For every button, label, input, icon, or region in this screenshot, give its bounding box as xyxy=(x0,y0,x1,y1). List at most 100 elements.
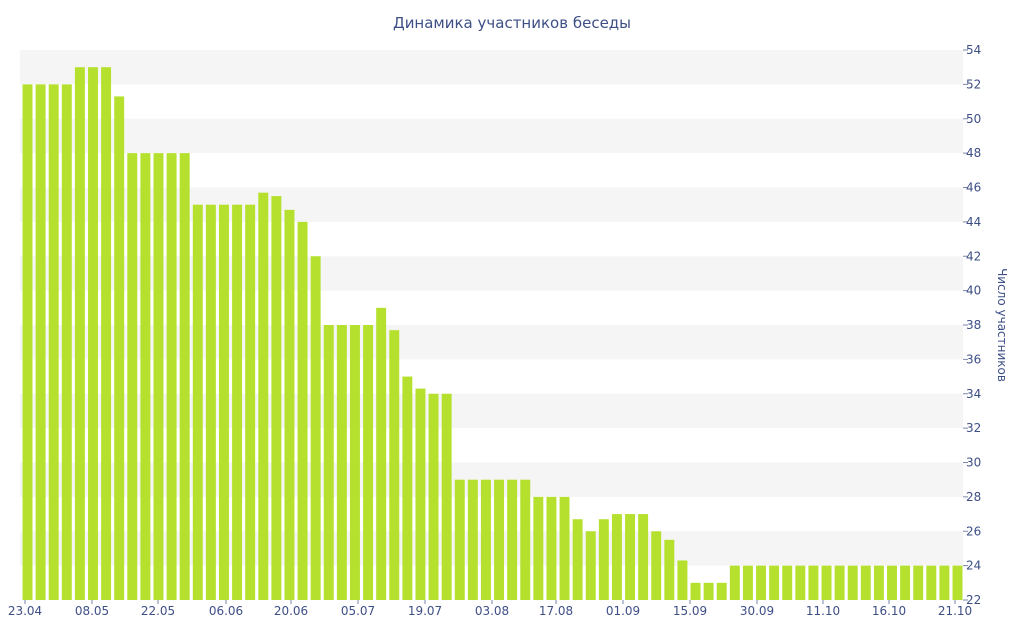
bar xyxy=(336,325,347,600)
x-tick-label: 17.08 xyxy=(539,604,573,618)
bar xyxy=(454,479,465,600)
y-tick-label: 32 xyxy=(966,421,981,435)
y-tick-label: 48 xyxy=(966,146,981,160)
bar xyxy=(520,479,531,600)
bar xyxy=(179,153,190,601)
bar xyxy=(769,565,780,601)
x-tick-label: 21.10 xyxy=(938,604,972,618)
bar xyxy=(638,514,649,600)
bar xyxy=(310,256,321,600)
bar xyxy=(900,565,911,601)
bar xyxy=(88,67,98,600)
bar xyxy=(402,376,413,600)
chart-title: Динамика участников беседы xyxy=(393,14,631,32)
bar xyxy=(114,96,125,600)
bar xyxy=(533,496,544,601)
bar xyxy=(507,479,518,600)
bar xyxy=(494,479,505,600)
x-tick-label: 06.06 xyxy=(209,604,243,618)
x-tick-label: 05.07 xyxy=(341,604,375,618)
y-axis-ticks: 22 24 26 28 30 32 34 36 38 40 42 44 46 48 50 52 54 xyxy=(963,43,981,607)
grid-band xyxy=(20,256,963,291)
bar xyxy=(598,519,609,600)
x-tick-label: 19.07 xyxy=(408,604,442,618)
bar xyxy=(756,565,766,601)
y-tick-label: 54 xyxy=(966,43,981,57)
y-tick-label: 40 xyxy=(966,284,981,298)
bar xyxy=(467,479,478,600)
bar xyxy=(782,565,793,601)
bar xyxy=(939,565,950,601)
bar xyxy=(205,204,216,600)
y-tick-label: 22 xyxy=(966,593,981,607)
x-tick-label: 01.09 xyxy=(606,604,640,618)
bar xyxy=(166,153,177,601)
bars xyxy=(22,67,963,601)
bar xyxy=(258,192,269,600)
bar xyxy=(323,325,334,600)
bar xyxy=(245,204,256,600)
bar xyxy=(363,325,374,600)
grid-band xyxy=(20,325,963,360)
bar xyxy=(140,153,151,601)
bar xyxy=(48,84,59,601)
y-tick-label: 38 xyxy=(966,318,981,332)
bar xyxy=(952,565,963,601)
y-tick-label: 36 xyxy=(966,352,981,366)
x-tick-label: 20.06 xyxy=(274,604,308,618)
grid-bands xyxy=(20,50,963,566)
bar xyxy=(821,565,832,601)
bar xyxy=(271,196,282,600)
bar xyxy=(742,565,753,601)
grid-band xyxy=(20,50,963,85)
y-tick-label: 24 xyxy=(966,559,981,573)
bar xyxy=(232,204,243,600)
grid-band xyxy=(20,531,963,566)
bar xyxy=(887,565,897,601)
bar xyxy=(297,221,308,601)
bar xyxy=(651,531,662,600)
x-tick-label: 08.05 xyxy=(75,604,109,618)
bar xyxy=(913,565,924,601)
bar xyxy=(625,514,636,600)
bar xyxy=(35,84,46,601)
x-tick-label: 15.09 xyxy=(673,604,707,618)
x-axis-ticks: 23.04 08.05 22.05 06.06 20.06 05.07 19.07 03.08… xyxy=(8,600,972,618)
bar xyxy=(153,153,164,601)
grid-band xyxy=(20,393,963,429)
bar xyxy=(703,582,714,600)
bar xyxy=(834,565,845,601)
bar xyxy=(441,393,452,600)
bar xyxy=(349,325,360,600)
y-tick-label: 50 xyxy=(966,112,981,126)
bar xyxy=(284,209,295,600)
bar xyxy=(428,393,439,600)
bar xyxy=(847,565,858,601)
x-tick-label: 23.04 xyxy=(8,604,42,618)
y-tick-label: 28 xyxy=(966,490,981,504)
y-axis-title: Число участников xyxy=(995,268,1009,382)
bar xyxy=(926,565,937,601)
bar xyxy=(585,531,596,600)
bar xyxy=(664,539,675,600)
bar xyxy=(376,307,387,600)
bar xyxy=(22,84,33,601)
bar xyxy=(716,582,727,600)
bar xyxy=(61,84,72,601)
bar xyxy=(677,560,688,600)
bar xyxy=(219,204,229,600)
grid-band xyxy=(20,187,963,222)
bar xyxy=(389,330,400,600)
y-tick-label: 42 xyxy=(966,249,981,263)
y-tick-label: 26 xyxy=(966,524,981,538)
x-tick-label: 16.10 xyxy=(872,604,906,618)
bar xyxy=(480,479,491,600)
bar xyxy=(808,565,819,601)
bar xyxy=(690,582,701,600)
bar xyxy=(415,388,426,600)
bar xyxy=(572,519,583,600)
y-tick-label: 30 xyxy=(966,456,981,470)
bar xyxy=(729,565,740,601)
